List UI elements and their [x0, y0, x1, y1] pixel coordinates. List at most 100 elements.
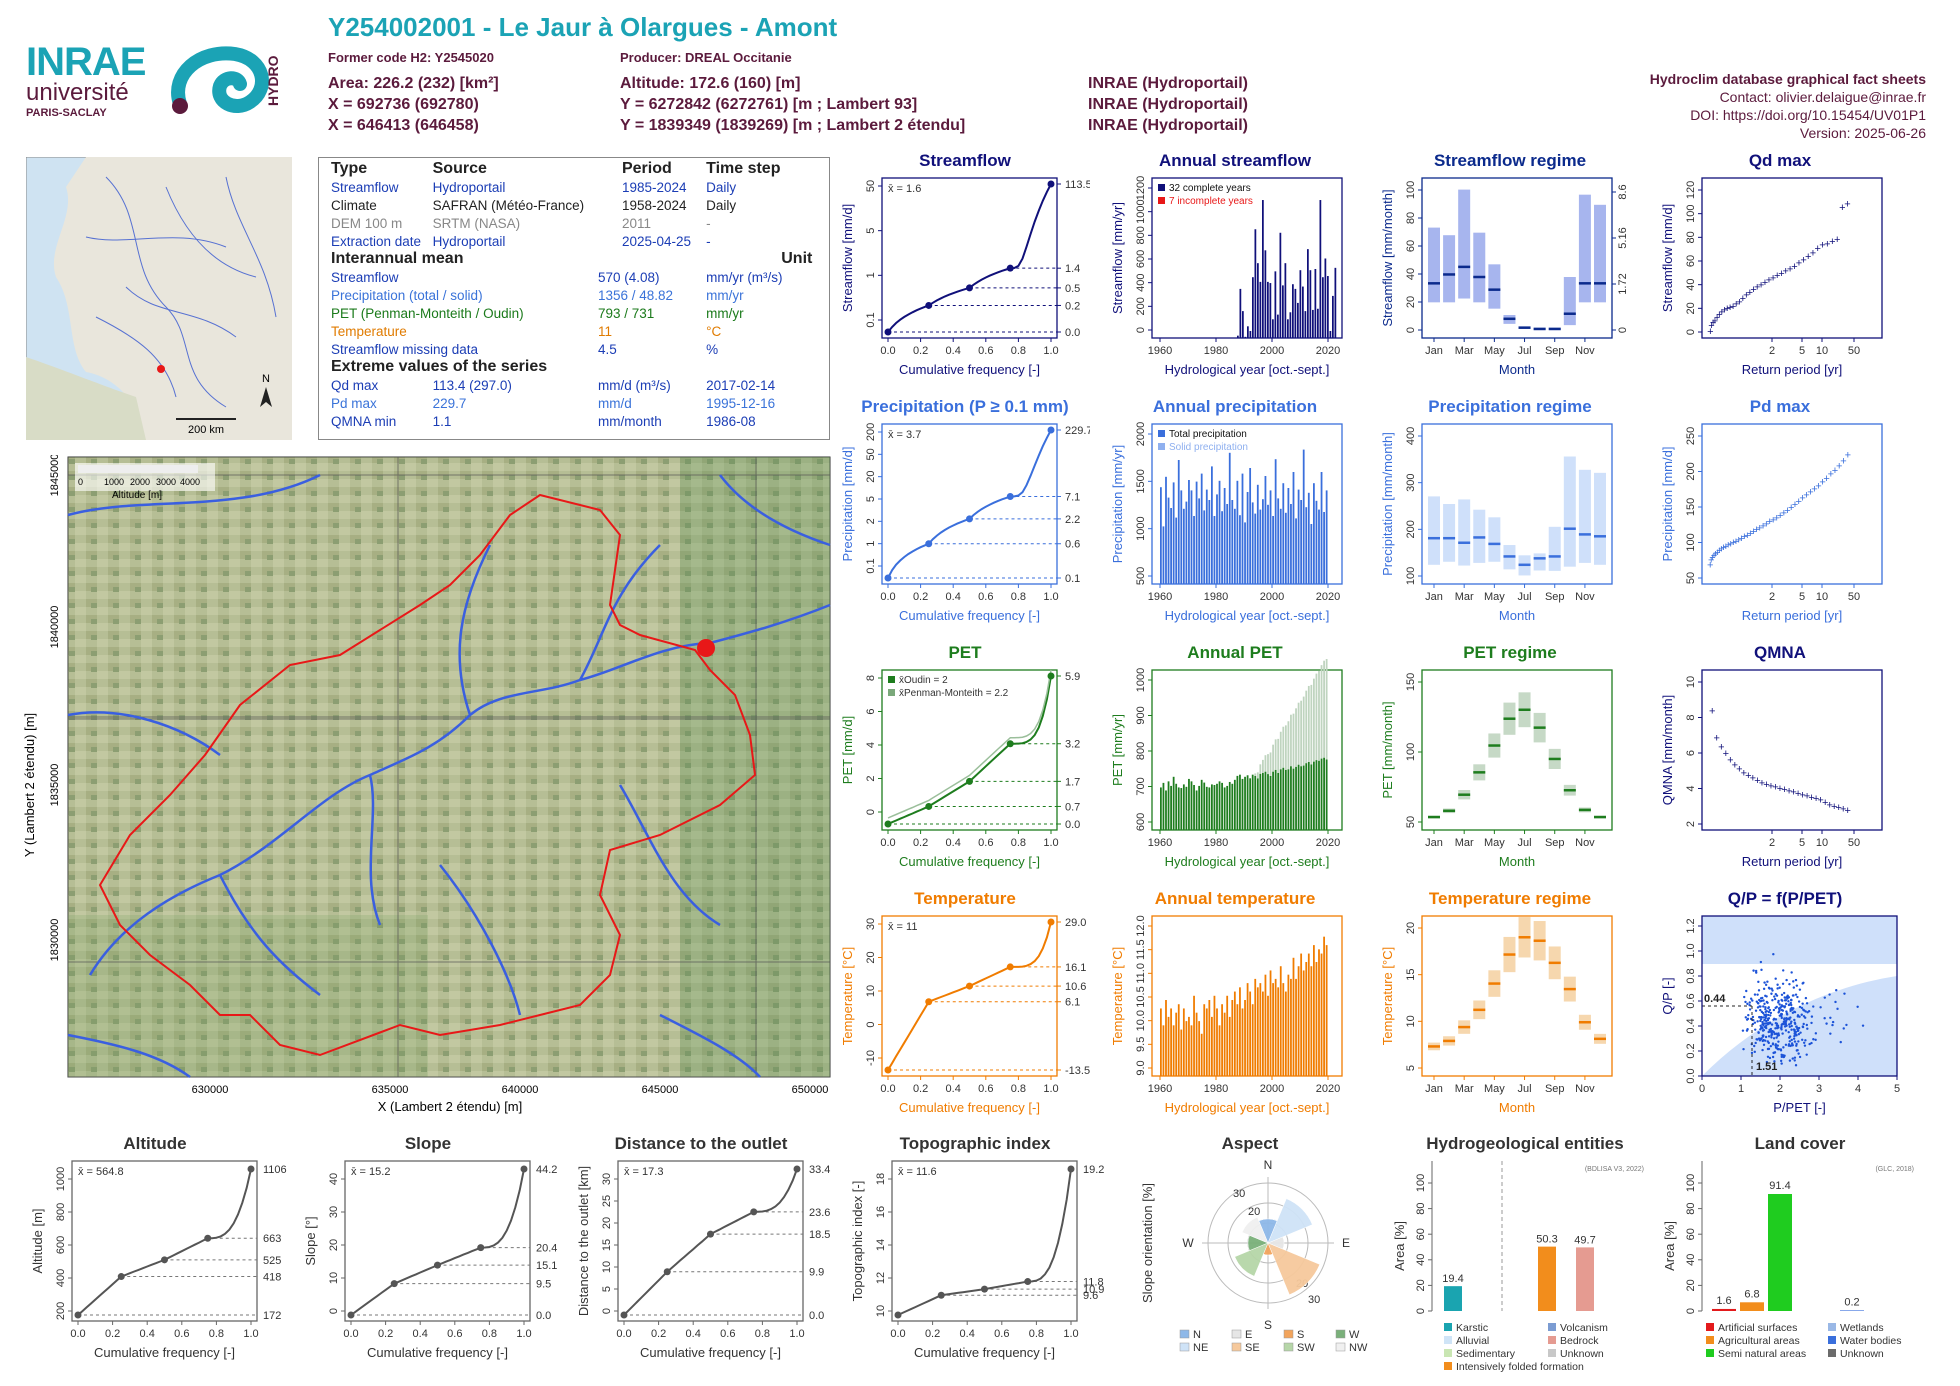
- qp-point: [1790, 1028, 1793, 1031]
- qp-point: [1779, 1059, 1783, 1063]
- annual-bar: [1188, 480, 1190, 584]
- quantile-point: [347, 1311, 355, 1319]
- qp-point: [1787, 1003, 1791, 1007]
- qp-point: [1769, 1011, 1773, 1015]
- bar-value-label: 0.2: [1844, 1296, 1859, 1308]
- chart-svg: Q/P = f(P/PET) 0.44 1.51 0 1 2 3 4 5 0.0 0.2 0.4 0.6…: [1660, 889, 1900, 1115]
- x-tick-label: Sep: [1545, 1083, 1565, 1095]
- annual-bar: [1236, 480, 1239, 584]
- qp-point: [1774, 977, 1777, 980]
- return-point: +: [1767, 516, 1773, 528]
- right-tick-label: 9.9: [809, 1267, 824, 1279]
- annual-bar: [1272, 771, 1274, 830]
- x-axis-label: Month: [1499, 608, 1535, 623]
- right-tick-label: 0.0: [1065, 819, 1080, 831]
- annual-bar: [1292, 957, 1295, 1076]
- qp-point: [1748, 1001, 1751, 1004]
- qp-point: [1794, 1030, 1798, 1034]
- y-tick-label: 80: [1405, 212, 1417, 224]
- x-tick-label: 0.8: [1011, 837, 1026, 849]
- qp-point: [1742, 1047, 1745, 1051]
- quantile-point: [1047, 180, 1055, 188]
- y-tick-label: 8: [865, 675, 877, 681]
- qp-point: [1794, 978, 1798, 982]
- return-point: +: [1711, 550, 1717, 562]
- legend-swatch: [1444, 1349, 1452, 1357]
- x-tick-label: Mar: [1455, 591, 1474, 603]
- y-tick-label: 60: [1405, 240, 1417, 252]
- annual-bar: [1233, 508, 1236, 584]
- annual-bar: [1221, 782, 1223, 830]
- annual-bar: [1327, 276, 1329, 338]
- quantile-point: [884, 1066, 892, 1074]
- page-title: Y254002001 - Le Jaur à Olargues - Amont: [328, 12, 838, 42]
- chart-svg: Temperature 0.0 0.2 0.4 0.6 0.8 1.0 -10 0 10 20 30 C…: [840, 889, 1090, 1115]
- hydro-logo-icon: HYDRO: [171, 46, 281, 114]
- x-tick-label: 0.8: [1029, 1328, 1044, 1340]
- y-axis-label: Slope orientation [%]: [1140, 1183, 1155, 1303]
- return-point: +: [1796, 258, 1802, 270]
- annual-bar: [1315, 962, 1318, 1076]
- right-tick-label: 7.1: [1065, 491, 1080, 503]
- annual-bar: [1180, 788, 1183, 830]
- annual-bar: [1317, 308, 1319, 338]
- y-tick-label: 20: [1405, 296, 1417, 308]
- quantile-point: [925, 998, 933, 1006]
- mean-value: 793 / 731: [597, 305, 655, 321]
- mean-value: 570 (4.08): [597, 269, 660, 285]
- qp-point: [1777, 1040, 1780, 1043]
- annual-bar: [1264, 250, 1267, 338]
- x-tick-label: 0.6: [978, 837, 993, 849]
- station-marker-icon: [157, 365, 165, 373]
- qp-point: [1831, 1023, 1834, 1027]
- annual-bar: [1175, 783, 1178, 830]
- right-tick-label: 44.2: [536, 1164, 557, 1176]
- qp-point: [1764, 1008, 1767, 1011]
- fact-sheet-title: Hydroclim database graphical fact sheets: [1649, 71, 1926, 87]
- annual-bar: [1190, 1025, 1193, 1076]
- qp-point: [1753, 1044, 1756, 1048]
- annual-bar: [1167, 1016, 1170, 1076]
- qp-point: [1793, 1018, 1796, 1022]
- qp-point: [1787, 1043, 1791, 1046]
- legend-label: E: [1245, 1329, 1252, 1341]
- x-tick-label: 1960: [1148, 1083, 1172, 1095]
- x-lambert93: X = 692736 (692780): [328, 96, 479, 113]
- y-tick-label: 900: [1135, 706, 1147, 724]
- annual-bar: [1182, 784, 1185, 830]
- qp-point: [1810, 1041, 1813, 1045]
- x-tick-label: 0.4: [686, 1328, 701, 1340]
- y-tick-label: 4: [865, 742, 877, 748]
- qp-point: [1745, 1029, 1749, 1032]
- legend-label: x̄Penman-Monteith = 2.2: [899, 688, 1009, 699]
- legend-label: 32 complete years: [1169, 183, 1251, 194]
- doi-link[interactable]: DOI: https://doi.org/10.15454/UV01P1: [1690, 107, 1926, 123]
- annual-bar: [1307, 761, 1310, 830]
- qp-point: [1784, 1043, 1788, 1046]
- quantile-point: [925, 301, 933, 309]
- x-tick-label: 1980: [1204, 837, 1228, 849]
- qp-point: [1762, 987, 1766, 991]
- annual-bar: [1279, 966, 1282, 1076]
- qp-point: [1789, 1016, 1792, 1019]
- bar-value-label: 50.3: [1536, 1234, 1557, 1246]
- return-point: +: [1823, 473, 1829, 485]
- mean-value: 1356 / 48.82: [597, 287, 674, 303]
- y-tick-label: 20: [601, 1217, 613, 1229]
- y-tick-label: 20: [1415, 1279, 1427, 1291]
- legend-swatch: [1706, 1336, 1714, 1344]
- qp-point: [1802, 1008, 1805, 1011]
- qp-point: [1798, 1055, 1802, 1059]
- qp-point: [1780, 1055, 1783, 1059]
- y-tick-label: 2: [865, 518, 877, 524]
- y-axis-label: Streamflow [mm/d]: [840, 204, 855, 312]
- qp-point: [1758, 998, 1761, 1002]
- qp-point: [1759, 1024, 1762, 1028]
- return-point: +: [1835, 802, 1841, 814]
- quantile-point: [884, 328, 892, 336]
- chart-title: Streamflow: [919, 151, 1011, 170]
- qp-point: [1797, 1032, 1801, 1036]
- annual-bar: [1274, 769, 1277, 830]
- x-tick-label: 10: [1816, 837, 1828, 849]
- quantile-point: [1047, 426, 1055, 434]
